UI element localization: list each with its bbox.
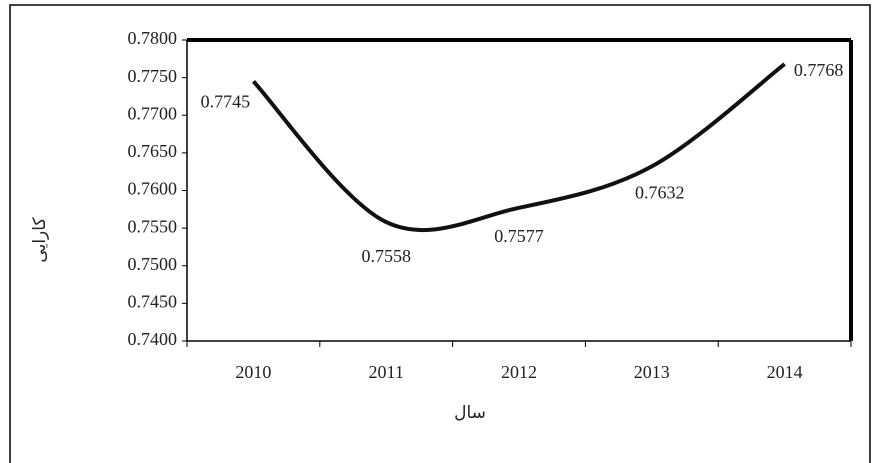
x-tick-label: 2014 <box>767 362 803 382</box>
x-tick-label: 2013 <box>634 362 670 382</box>
data-label: 0.7577 <box>494 226 544 246</box>
y-tick-label: 0.7650 <box>128 141 178 161</box>
y-tick-label: 0.7700 <box>128 103 178 123</box>
line <box>251 62 786 233</box>
y-tick-label: 0.7400 <box>128 329 178 349</box>
x-tick-label: 2011 <box>369 362 404 382</box>
y-tick-label: 0.7600 <box>128 179 178 199</box>
data-label: 0.7768 <box>794 60 844 80</box>
chart-frame <box>9 4 871 463</box>
data-label: 0.7632 <box>635 183 685 203</box>
y-tick-label: 0.7500 <box>128 254 178 274</box>
y-tick-label: 0.7750 <box>128 66 178 86</box>
y-tick-label: 0.7550 <box>128 216 178 236</box>
x-tick-label: 2012 <box>501 362 537 382</box>
data-label: 0.7558 <box>361 246 411 266</box>
y-axis-title: کارایی <box>30 217 50 263</box>
y-tick-label: 0.7450 <box>128 292 178 312</box>
x-axis-title: سال <box>454 403 486 423</box>
data-label: 0.7745 <box>201 92 251 112</box>
y-tick-label: 0.7800 <box>128 28 178 48</box>
x-tick-label: 2010 <box>235 362 271 382</box>
